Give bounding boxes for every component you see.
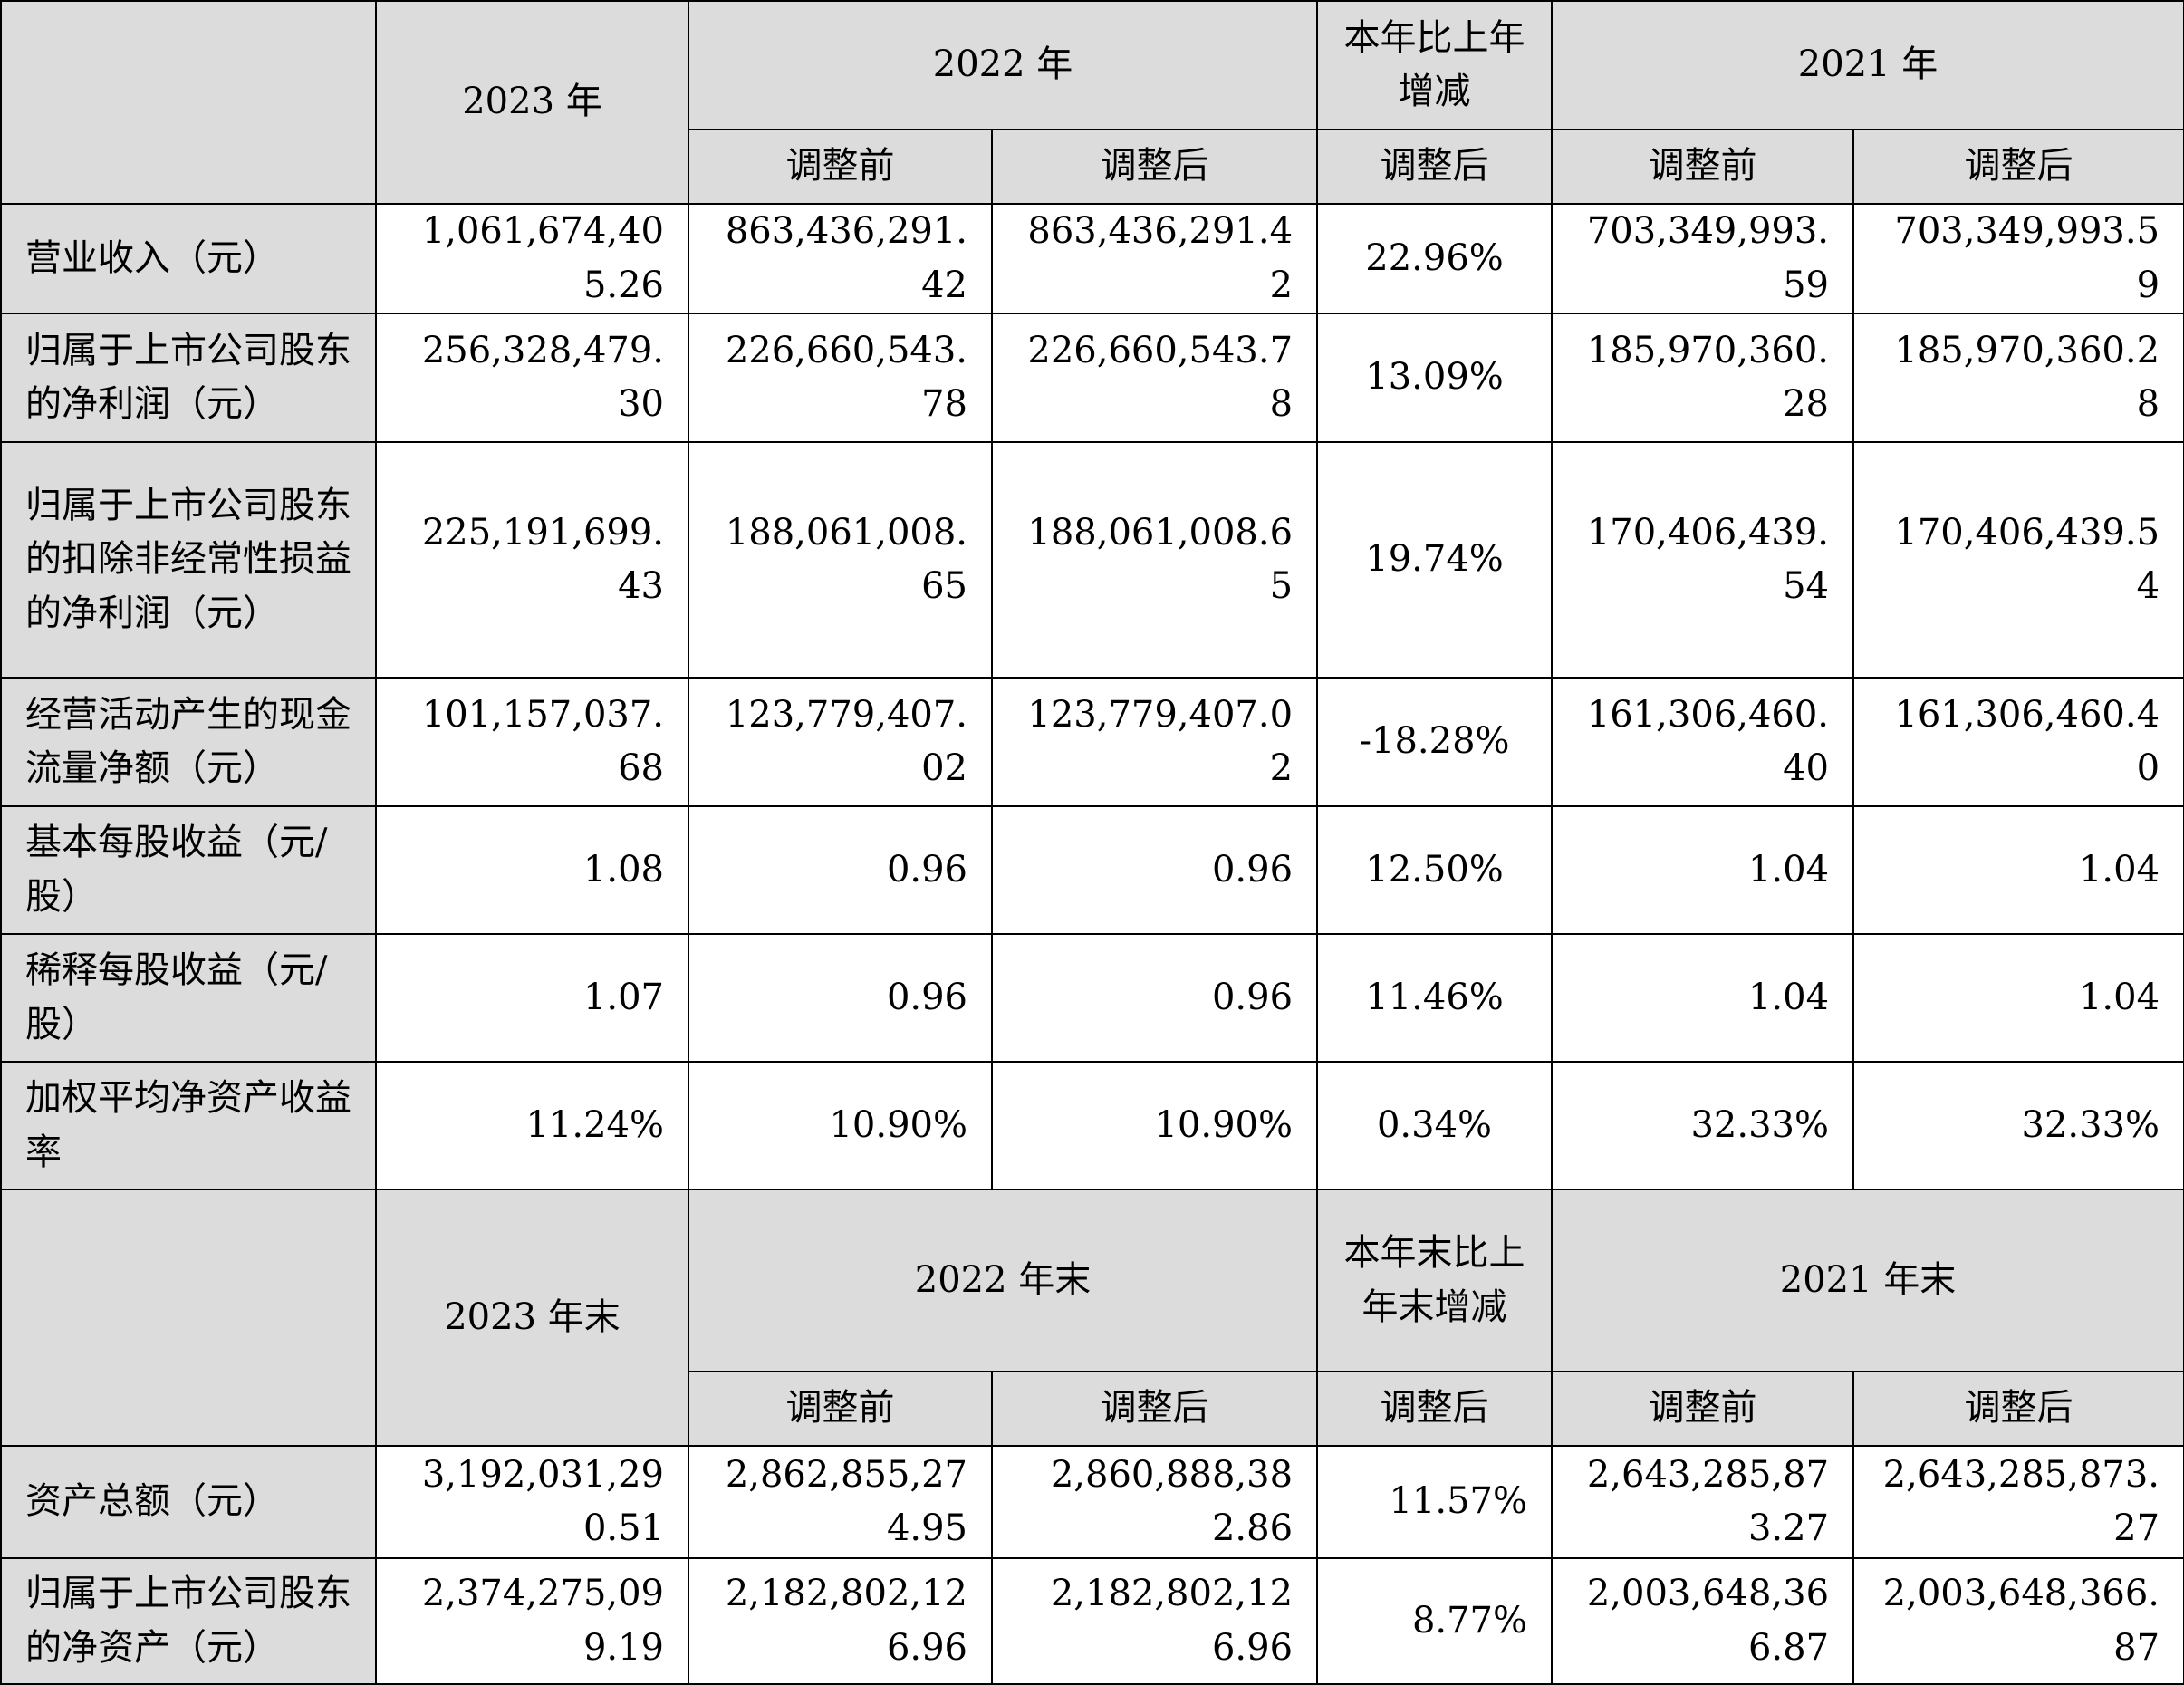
header-2021-after: 调整后: [1852, 1371, 2184, 1447]
value-change: -18.28%: [1316, 677, 1554, 807]
value-2021-before: 2,643,285,873.27: [1551, 1445, 1855, 1559]
value-2022-after: 0.96: [990, 933, 1319, 1063]
header-2022-before: 调整前: [688, 129, 993, 205]
header-2021-before: 调整前: [1551, 129, 1855, 205]
value-2023: 3,192,031,290.51: [375, 1445, 689, 1559]
value-2022-before: 863,436,291.42: [688, 203, 993, 314]
row-label: 营业收入（元）: [0, 203, 377, 314]
value-2022-before: 10.90%: [688, 1061, 993, 1190]
value-2022-before: 0.96: [688, 805, 993, 935]
value-2023: 225,191,699.43: [375, 441, 689, 679]
row-label: 归属于上市公司股东的扣除非经常性损益的净利润（元）: [0, 441, 377, 679]
row-label: 经营活动产生的现金流量净额（元）: [0, 677, 377, 807]
header-2023: 2023 年: [375, 0, 689, 205]
value-2022-after: 863,436,291.42: [990, 203, 1319, 314]
header-change-end: 本年末比上年末增减: [1316, 1189, 1554, 1372]
header-change: 本年比上年增减: [1316, 0, 1554, 130]
header-blank-cell: [0, 1189, 377, 1447]
value-2021-before: 2,003,648,366.87: [1551, 1557, 1855, 1685]
value-change: 8.77%: [1316, 1557, 1554, 1685]
value-2023: 256,328,479.30: [375, 313, 689, 443]
table-row: 营业收入（元） 1,061,674,405.26 863,436,291.42 …: [0, 203, 2184, 314]
value-2022-before: 2,182,802,126.96: [688, 1557, 993, 1685]
value-2022-before: 2,862,855,274.95: [688, 1445, 993, 1559]
table-row: 经营活动产生的现金流量净额（元） 101,157,037.68 123,779,…: [0, 677, 2184, 807]
header-2022-after: 调整后: [990, 1371, 1319, 1447]
value-2021-after: 703,349,993.59: [1852, 203, 2184, 314]
header-change-after: 调整后: [1316, 1371, 1554, 1447]
table-row: 归属于上市公司股东的净利润（元） 256,328,479.30 226,660,…: [0, 313, 2184, 443]
value-2022-after: 2,860,888,382.86: [990, 1445, 1319, 1559]
value-2023: 1,061,674,405.26: [375, 203, 689, 314]
value-2022-after: 123,779,407.02: [990, 677, 1319, 807]
value-2021-after: 32.33%: [1852, 1061, 2184, 1190]
row-label: 资产总额（元）: [0, 1445, 377, 1559]
value-change: 0.34%: [1316, 1061, 1554, 1190]
section2-header-row: 2023 年末 2022 年末 本年末比上年末增减 2021 年末: [0, 1189, 2184, 1447]
table-row: 归属于上市公司股东的净资产（元） 2,374,275,099.19 2,182,…: [0, 1557, 2184, 1685]
header-2022: 2022 年: [687, 0, 1319, 130]
row-label: 归属于上市公司股东的净利润（元）: [0, 313, 377, 443]
value-2021-before: 170,406,439.54: [1551, 441, 1855, 679]
table-row: 稀释每股收益（元/股） 1.07 0.96 0.96 11.46% 1.04 1…: [0, 933, 2184, 1063]
header-2022-before: 调整前: [688, 1371, 993, 1447]
value-change: 11.46%: [1316, 933, 1554, 1063]
value-2022-after: 10.90%: [990, 1061, 1319, 1190]
table-row: 基本每股收益（元/股） 1.08 0.96 0.96 12.50% 1.04 1…: [0, 805, 2184, 935]
header-2022-end: 2022 年末: [687, 1189, 1319, 1372]
value-change: 11.57%: [1316, 1445, 1554, 1559]
value-2022-after: 0.96: [990, 805, 1319, 935]
value-change: 13.09%: [1316, 313, 1554, 443]
header-2021-after: 调整后: [1852, 129, 2184, 205]
header-2023-end: 2023 年末: [375, 1189, 689, 1447]
value-2021-before: 703,349,993.59: [1551, 203, 1855, 314]
header-2021-before: 调整前: [1551, 1371, 1855, 1447]
value-change: 22.96%: [1316, 203, 1554, 314]
header-blank-cell: [0, 0, 377, 205]
value-2021-after: 161,306,460.40: [1852, 677, 2184, 807]
value-2021-after: 170,406,439.54: [1852, 441, 2184, 679]
value-2023: 1.07: [375, 933, 689, 1063]
table-row: 资产总额（元） 3,192,031,290.51 2,862,855,274.9…: [0, 1445, 2184, 1559]
header-change-after: 调整后: [1316, 129, 1554, 205]
value-2022-after: 226,660,543.78: [990, 313, 1319, 443]
value-2022-before: 123,779,407.02: [688, 677, 993, 807]
value-2023: 11.24%: [375, 1061, 689, 1190]
section1-subheader-row: 调整前 调整后 调整后 调整前 调整后: [1, 129, 2184, 205]
value-2021-before: 185,970,360.28: [1551, 313, 1855, 443]
value-2021-after: 2,003,648,366.87: [1852, 1557, 2184, 1685]
row-label: 基本每股收益（元/股）: [0, 805, 377, 935]
header-2021: 2021 年: [1551, 0, 2184, 130]
value-2023: 101,157,037.68: [375, 677, 689, 807]
value-2022-before: 0.96: [688, 933, 993, 1063]
section1-header-row: 2023 年 2022 年 本年比上年增减 2021 年: [0, 0, 2184, 205]
value-2023: 1.08: [375, 805, 689, 935]
row-label: 归属于上市公司股东的净资产（元）: [0, 1557, 377, 1685]
value-2022-before: 188,061,008.65: [688, 441, 993, 679]
value-2021-before: 161,306,460.40: [1551, 677, 1855, 807]
header-2022-after: 调整后: [990, 129, 1319, 205]
value-2021-after: 1.04: [1852, 933, 2184, 1063]
value-2021-after: 1.04: [1852, 805, 2184, 935]
value-2021-after: 185,970,360.28: [1852, 313, 2184, 443]
header-2021-end: 2021 年末: [1551, 1189, 2184, 1372]
row-label: 稀释每股收益（元/股）: [0, 933, 377, 1063]
table-row: 归属于上市公司股东的扣除非经常性损益的净利润（元） 225,191,699.43…: [0, 441, 2184, 679]
value-2021-before: 1.04: [1551, 933, 1855, 1063]
value-2023: 2,374,275,099.19: [375, 1557, 689, 1685]
section2-subheader-row: 调整前 调整后 调整后 调整前 调整后: [1, 1371, 2184, 1447]
value-2021-before: 1.04: [1551, 805, 1855, 935]
row-label: 加权平均净资产收益率: [0, 1061, 377, 1190]
value-change: 19.74%: [1316, 441, 1554, 679]
table-row: 加权平均净资产收益率 11.24% 10.90% 10.90% 0.34% 32…: [0, 1061, 2184, 1190]
value-2022-after: 188,061,008.65: [990, 441, 1319, 679]
value-2021-after: 2,643,285,873.27: [1852, 1445, 2184, 1559]
value-2021-before: 32.33%: [1551, 1061, 1855, 1190]
value-2022-before: 226,660,543.78: [688, 313, 993, 443]
value-2022-after: 2,182,802,126.96: [990, 1557, 1319, 1685]
value-change: 12.50%: [1316, 805, 1554, 935]
